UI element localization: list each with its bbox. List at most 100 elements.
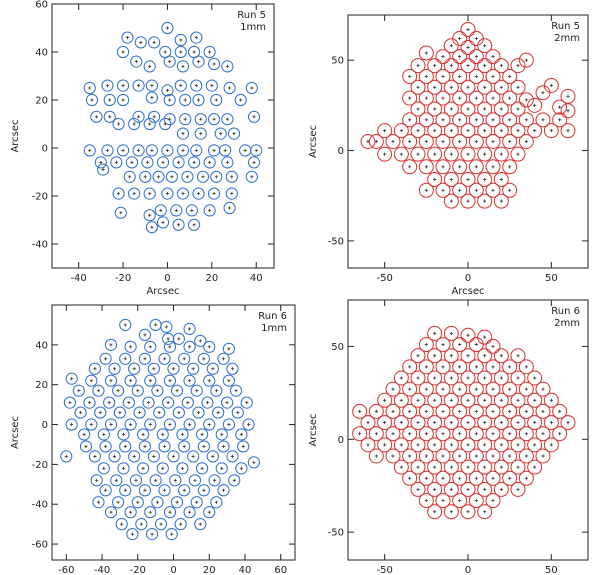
point-circle <box>427 348 443 364</box>
data-point <box>192 406 205 419</box>
data-point <box>165 170 178 183</box>
data-point <box>418 337 434 353</box>
data-point <box>176 127 190 140</box>
data-point <box>210 170 223 183</box>
data-point <box>207 144 221 157</box>
point-circle <box>101 144 114 157</box>
point-circle <box>518 52 534 68</box>
point-circle <box>468 359 484 375</box>
data-point <box>138 352 152 365</box>
data-point <box>418 448 434 464</box>
point-circle <box>460 415 476 431</box>
data-point <box>493 481 509 497</box>
x-tick-label: 50 <box>545 273 558 284</box>
point-circle <box>154 204 167 217</box>
point-circle <box>410 370 426 386</box>
point-circle <box>163 113 176 126</box>
point-circle <box>217 484 230 497</box>
data-point <box>435 159 451 175</box>
data-point <box>468 112 484 128</box>
data-point <box>194 127 207 140</box>
data-point <box>176 187 190 200</box>
data-point <box>156 428 169 441</box>
data-point <box>477 481 493 497</box>
data-point <box>78 428 91 441</box>
point-circle <box>552 403 568 419</box>
data-point <box>477 459 493 475</box>
data-point <box>114 206 127 219</box>
point-circle <box>214 127 227 140</box>
data-point <box>435 90 451 106</box>
point-circle <box>468 90 484 106</box>
data-point <box>468 381 484 397</box>
point-circle <box>452 448 468 464</box>
data-point <box>178 440 191 453</box>
data-point <box>360 437 376 453</box>
point-circle <box>377 146 393 162</box>
data-point <box>377 146 393 162</box>
point-circle <box>385 426 401 442</box>
point-circle <box>117 462 130 475</box>
point-circle <box>410 481 426 497</box>
data-point <box>468 182 484 198</box>
panel-annotation: Run 5 <box>551 21 580 32</box>
point-circle <box>85 93 99 107</box>
point-circle <box>217 352 230 365</box>
point-circle <box>108 450 121 463</box>
data-point <box>427 101 443 117</box>
point-circle <box>167 450 180 463</box>
point-circle <box>196 170 210 183</box>
point-circle <box>103 396 116 409</box>
data-point <box>163 93 176 107</box>
point-circle <box>477 348 493 364</box>
point-circle <box>192 406 205 419</box>
data-point <box>129 474 143 487</box>
data-point <box>493 370 509 386</box>
point-circle <box>161 187 174 200</box>
data-point <box>179 113 192 126</box>
point-circle <box>460 171 476 187</box>
data-point <box>427 146 443 162</box>
data-point <box>560 123 576 139</box>
data-point <box>452 30 468 46</box>
point-circle <box>170 204 183 217</box>
data-point <box>153 406 166 419</box>
data-point <box>510 58 526 74</box>
data-point <box>452 159 468 175</box>
data-point <box>63 396 76 409</box>
point-circle <box>418 182 434 198</box>
point-circle <box>485 90 501 106</box>
point-circle <box>485 493 501 509</box>
data-point <box>60 450 73 463</box>
point-circle <box>543 437 559 453</box>
data-point <box>485 493 501 509</box>
data-point <box>485 470 501 486</box>
point-circle <box>187 156 201 169</box>
data-point <box>131 496 144 509</box>
point-circle <box>183 418 196 431</box>
data-point <box>135 518 148 531</box>
data-point <box>124 506 137 519</box>
point-circle <box>368 403 384 419</box>
data-point <box>368 134 384 149</box>
point-circle <box>194 113 207 126</box>
point-circle <box>452 49 468 65</box>
data-point <box>144 374 157 387</box>
data-point <box>203 374 216 387</box>
data-point <box>194 334 207 347</box>
data-point <box>427 504 443 520</box>
point-circle <box>402 426 418 442</box>
data-point <box>493 459 509 475</box>
data-point <box>119 484 132 497</box>
data-point <box>443 38 459 54</box>
point-circle <box>427 481 443 497</box>
point-circle <box>510 146 526 162</box>
point-circle <box>552 426 568 442</box>
data-point <box>410 101 426 117</box>
data-point <box>518 448 534 464</box>
point-circle <box>149 474 162 487</box>
data-point <box>219 144 232 157</box>
point-circle <box>410 437 426 453</box>
point-circle <box>79 440 93 453</box>
